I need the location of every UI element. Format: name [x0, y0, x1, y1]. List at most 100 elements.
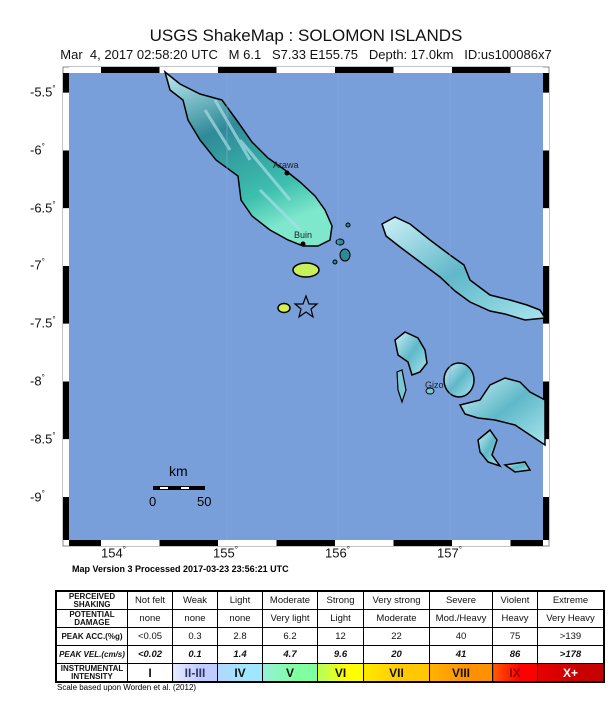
legend-cell: Weak	[172, 590, 218, 610]
legend-cell: IX	[492, 663, 538, 683]
frame-bar-segment	[543, 381, 549, 440]
lon-tick-label: 157°	[437, 545, 462, 561]
frame-bar-segment	[543, 323, 549, 382]
legend-cell: Extreme	[537, 590, 605, 610]
frame-bar-segment	[452, 67, 511, 73]
legend-cell: Severe	[429, 590, 493, 610]
legend-cell: IV	[217, 663, 263, 683]
legend-cell: none	[172, 609, 218, 628]
frame-bar-segment	[510, 67, 543, 73]
place-label-gizo: Gizo	[425, 380, 444, 390]
lat-tick-label: -5.5°	[30, 84, 56, 100]
legend-cell: Light	[217, 590, 263, 610]
legend-cell: Strong	[317, 590, 364, 610]
intensity-legend: PERCEIVED SHAKING Not felt Weak Light Modera…	[55, 590, 605, 683]
legend-row: PEAK ACC.(%g) <0.05 0.3 2.8 6.2 12 22 40 75 >139	[55, 627, 605, 646]
legend-cell: 40	[429, 627, 493, 646]
legend-cell: 20	[363, 645, 430, 664]
frame-bar-segment	[543, 150, 549, 209]
legend-cell: Moderate	[262, 590, 318, 610]
legend-cell: 1.4	[217, 645, 263, 664]
frame-bar-segment	[543, 439, 549, 497]
legend-cell: VIII	[429, 663, 493, 683]
frame-bar-segment	[218, 67, 277, 73]
legend-cell: Mod./Heavy	[429, 609, 493, 628]
legend-cell: Heavy	[492, 609, 538, 628]
frame-bar-segment	[393, 540, 452, 546]
frame-bar-segment	[63, 439, 69, 497]
lon-tick-label: 156°	[325, 545, 350, 561]
legend-row-label: PERCEIVED SHAKING	[55, 590, 128, 610]
legend-row: PEAK VEL.(cm/s) <0.02 0.1 1.4 4.7 9.6 20 41 86 >1…	[55, 645, 605, 664]
shortland-island	[292, 262, 320, 278]
lon-tick-label: 154°	[101, 545, 126, 561]
frame-bar-segment	[63, 150, 69, 209]
frame-bar-segment	[63, 497, 69, 540]
legend-cell: 86	[492, 645, 538, 664]
frame-bar-segment	[69, 67, 101, 73]
frame-bar-segment	[393, 67, 452, 73]
frame-bar-segment	[276, 540, 335, 546]
legend-row: PERCEIVED SHAKING Not felt Weak Light Modera…	[55, 590, 605, 610]
frame-bar-segment	[452, 540, 511, 546]
frame-bar-segment	[63, 323, 69, 382]
legend-cell: II-III	[172, 663, 218, 683]
legend-cell: 2.8	[217, 627, 263, 646]
frame-bar-segment	[63, 73, 69, 93]
frame-bar-segment	[101, 540, 160, 546]
frame-bar-segment	[159, 540, 218, 546]
legend-row-label: POTENTIAL DAMAGE	[55, 609, 128, 628]
legend-cell: none	[217, 609, 263, 628]
legend-cell: >178	[537, 645, 605, 664]
place-label-buin: Buin	[294, 230, 313, 240]
legend-row-label: INSTRUMENTAL INTENSITY	[55, 663, 128, 683]
lat-tick-label: -6.5°	[30, 199, 56, 215]
frame-bar-segment	[63, 381, 69, 440]
lat-tick-label: -8.5°	[30, 430, 56, 447]
lat-tick-label: -8°	[30, 373, 45, 389]
lat-tick-label: -7.5°	[30, 315, 56, 331]
frame-bar-segment	[543, 92, 549, 151]
legend-cell: X+	[537, 663, 605, 683]
choiseul-island	[381, 216, 547, 321]
frame-bar-segment	[63, 208, 69, 266]
scale-max: 50	[197, 494, 212, 509]
water	[69, 73, 543, 540]
legend-cell: 9.6	[317, 645, 364, 664]
legend-row-label: PEAK ACC.(%g)	[55, 627, 128, 646]
scale-min: 0	[149, 494, 157, 509]
legend-cell: Not felt	[127, 590, 173, 610]
legend-cell: 41	[429, 645, 493, 664]
scale-credit: Scale based upon Worden et al. (2012)	[57, 683, 197, 692]
legend-cell: Very light	[262, 609, 318, 628]
legend-cell: 6.2	[262, 627, 318, 646]
frame-bar-segment	[543, 266, 549, 324]
legend-cell: V	[262, 663, 318, 683]
legend-cell: Very Heavy	[537, 609, 605, 628]
frame-bar-segment	[335, 67, 394, 73]
legend-row-label: PEAK VEL.(cm/s)	[55, 645, 128, 664]
legend-cell: <0.02	[127, 645, 173, 664]
legend-cell: 75	[492, 627, 538, 646]
legend-cell: VII	[363, 663, 430, 683]
legend-cell: Very strong	[363, 590, 430, 610]
legend-cell: 0.3	[172, 627, 218, 646]
legend-cell: 22	[363, 627, 430, 646]
legend-cell: none	[127, 609, 173, 628]
arawa-marker	[284, 170, 290, 176]
map-title: USGS ShakeMap : SOLOMON ISLANDS	[149, 26, 463, 45]
legend-row: POTENTIAL DAMAGE none none none Very light Li…	[55, 609, 605, 628]
lat-tick-label: -6°	[30, 141, 45, 158]
scale-unit: km	[169, 463, 188, 479]
frame-bar-segment	[159, 67, 218, 73]
legend-cell: 4.7	[262, 645, 318, 664]
legend-row: INSTRUMENTAL INTENSITY I II-III IV V VI VII VII…	[55, 663, 605, 683]
legend-cell: >139	[537, 627, 605, 646]
frame-bar-segment	[101, 67, 160, 73]
legend-cell: Moderate	[363, 609, 430, 628]
frame-bar-segment	[543, 497, 549, 540]
epicenter-star-icon	[293, 294, 319, 319]
kolombangara-island	[443, 362, 475, 398]
frame-bar-segment	[510, 540, 543, 546]
